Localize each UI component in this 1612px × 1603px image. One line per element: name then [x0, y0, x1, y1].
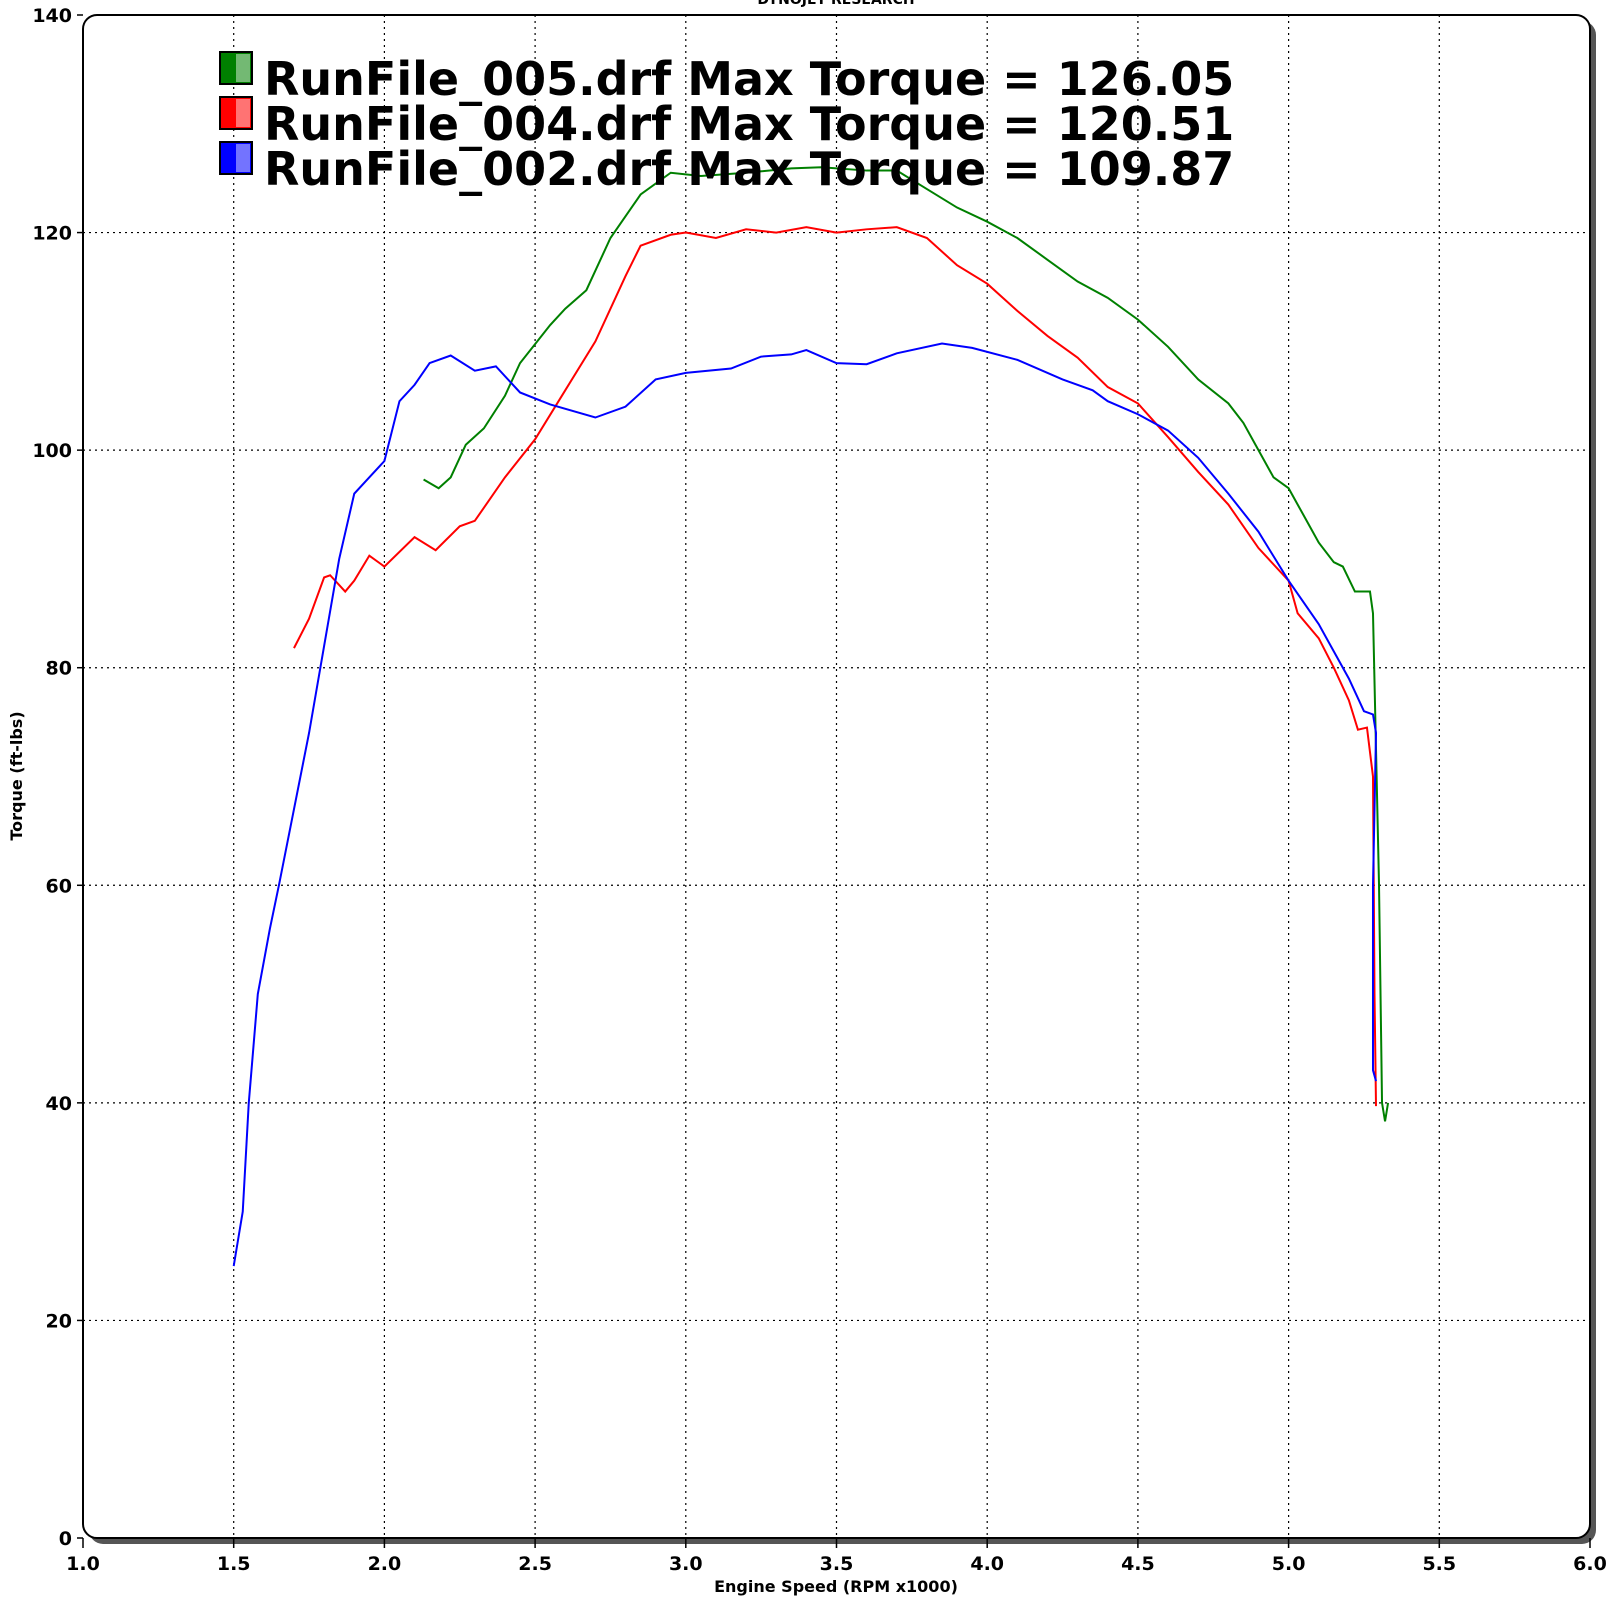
x-tick-label: 2.5	[518, 1553, 552, 1575]
x-tick-label: 4.0	[970, 1553, 1004, 1575]
y-tick-label: 40	[46, 1093, 72, 1115]
series-line	[232, 342, 1378, 1267]
legend-label: RunFile_005.drf Max Torque = 126.05	[264, 52, 1234, 106]
legend-swatch	[219, 96, 253, 130]
legend-swatch	[219, 141, 253, 175]
legend: RunFile_005.drf Max Torque = 126.05RunFi…	[219, 51, 1234, 196]
legend-label: RunFile_002.drf Max Torque = 109.87	[264, 142, 1234, 196]
y-axis-title: Torque (ft-lbs)	[7, 711, 26, 840]
series-line	[293, 226, 1378, 1107]
legend-swatch-highlight	[236, 144, 250, 172]
y-tick-label: 140	[32, 5, 72, 27]
x-tick-label: 2.0	[368, 1553, 402, 1575]
legend-swatch-highlight	[236, 99, 250, 127]
x-axis-title: Engine Speed (RPM x1000)	[714, 1577, 958, 1596]
y-tick-label: 0	[59, 1528, 72, 1550]
grid	[77, 14, 1591, 1548]
series-line	[423, 166, 1390, 1122]
chart-title: DYNOJET RESEARCH	[757, 0, 914, 8]
x-tick-label: 5.0	[1272, 1553, 1306, 1575]
lines	[232, 166, 1390, 1267]
x-tick-label: 5.5	[1422, 1553, 1456, 1575]
x-tick-label: 3.5	[820, 1553, 854, 1575]
x-tick-label: 1.5	[217, 1553, 251, 1575]
x-tick-label: 1.0	[66, 1553, 100, 1575]
y-tick-label: 60	[46, 875, 72, 897]
x-tick-label: 4.5	[1121, 1553, 1155, 1575]
legend-swatch-highlight	[236, 54, 250, 82]
y-tick-label: 20	[46, 1310, 72, 1332]
legend-label: RunFile_004.drf Max Torque = 120.51	[264, 97, 1234, 151]
y-tick-label: 80	[46, 658, 72, 680]
legend-swatch	[219, 51, 253, 85]
y-tick-label: 100	[32, 440, 72, 462]
x-tick-label: 6.0	[1573, 1553, 1607, 1575]
x-tick-label: 3.0	[669, 1553, 703, 1575]
y-tick-label: 120	[32, 223, 72, 245]
